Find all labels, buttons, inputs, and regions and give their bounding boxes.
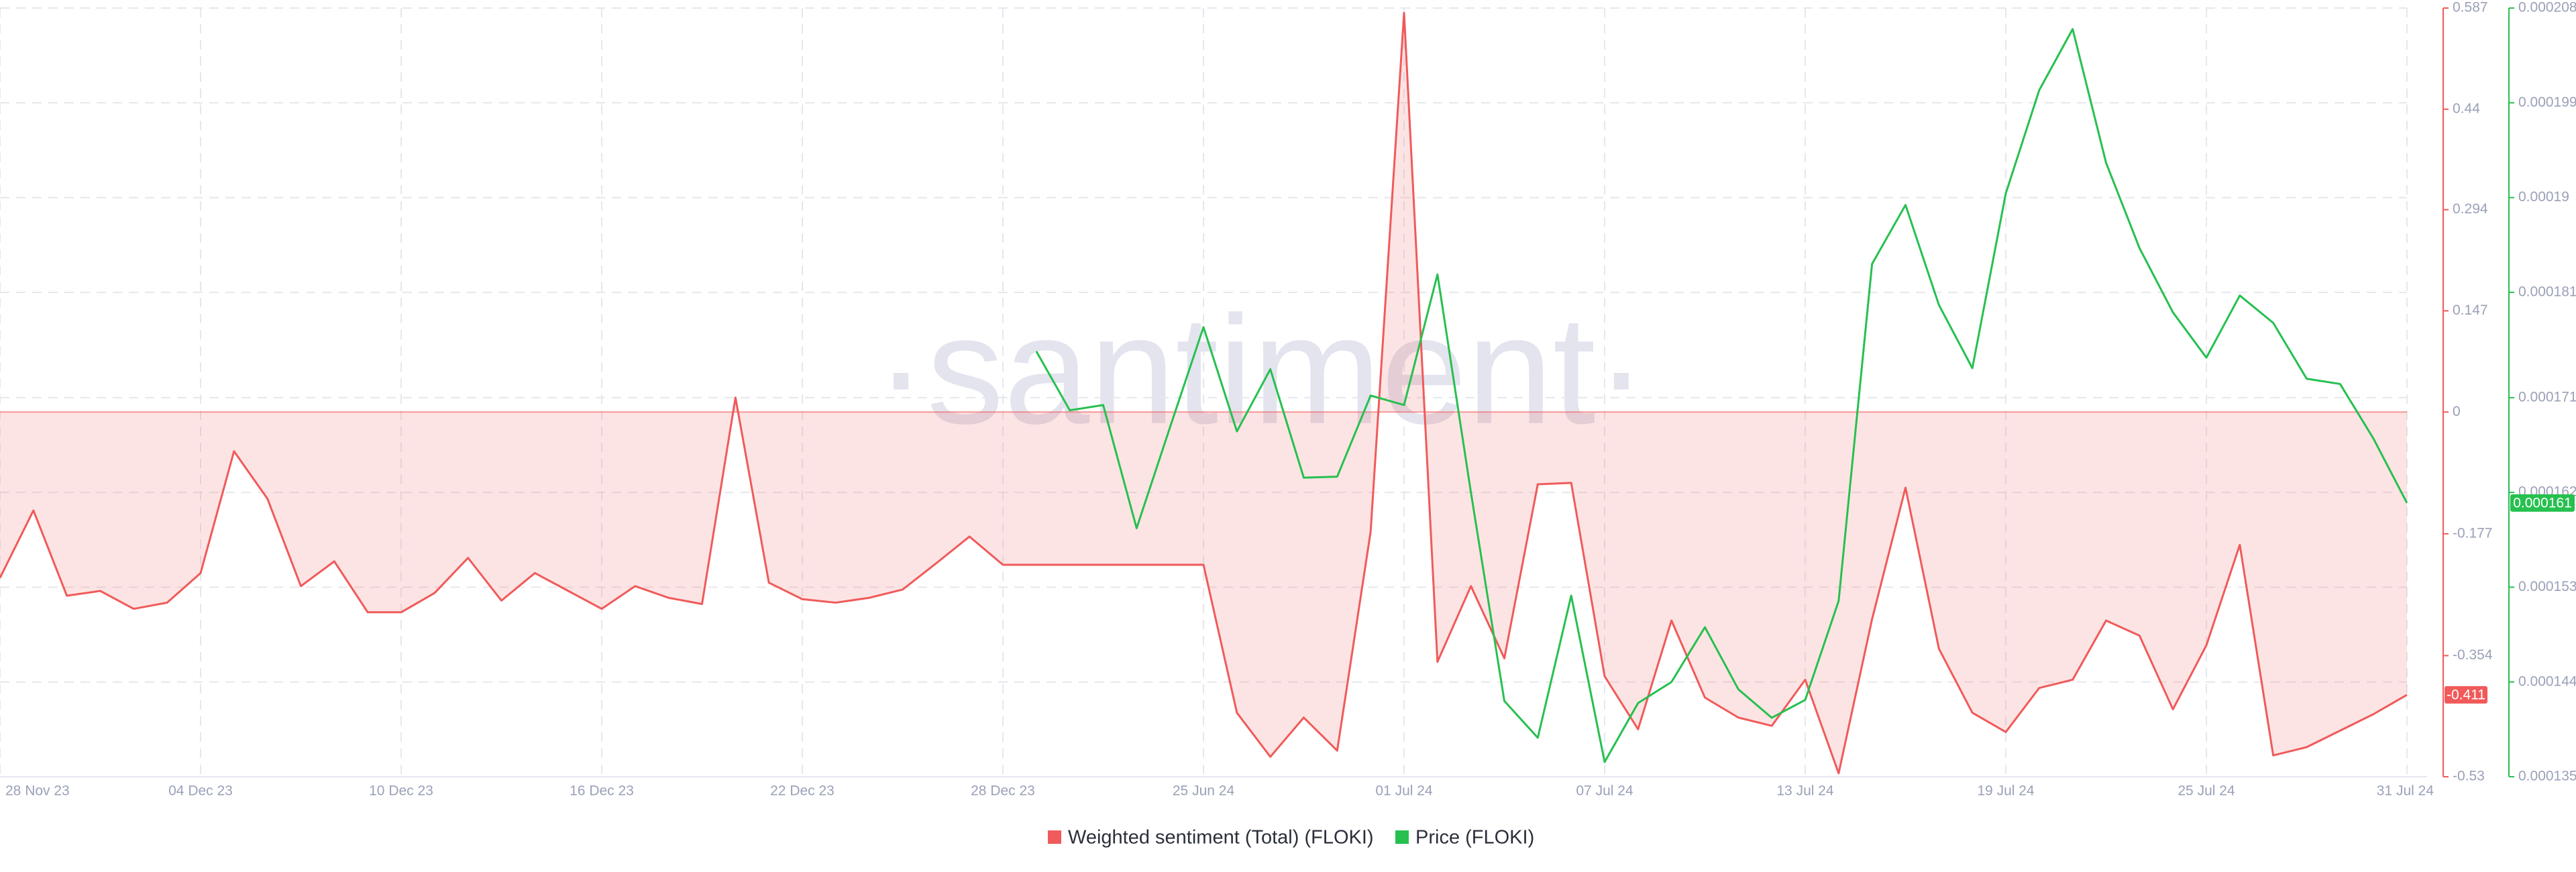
y2-tick-label: 0.000181 <box>2518 284 2576 299</box>
area <box>0 13 2407 773</box>
y2-tick-label: 0.000135 <box>2518 769 2576 784</box>
line <box>0 11 2408 775</box>
x-tick-label: 25 Jul 24 <box>2178 783 2235 799</box>
y2-tick-label: 0.000144 <box>2518 673 2576 689</box>
legend-label: Price (FLOKI) <box>1415 827 1534 849</box>
legend: Weighted sentiment (Total) (FLOKI) Price … <box>1048 827 1534 849</box>
x-tick-label: 10 Dec 23 <box>369 783 433 799</box>
y-tick-label: 0.44 <box>2453 101 2480 116</box>
legend-swatch <box>1048 830 1061 844</box>
y-tick-label: -0.53 <box>2453 769 2485 784</box>
x-tick-label: 25 Jun 24 <box>1173 783 1235 799</box>
y-tick-label: 0.587 <box>2453 0 2488 15</box>
y2-tick-label: 0.00019 <box>2518 189 2569 205</box>
legend-label: Weighted sentiment (Total) (FLOKI) <box>1068 827 1374 849</box>
legend-item[interactable]: Weighted sentiment (Total) (FLOKI) <box>1048 827 1374 849</box>
watermark: ·santiment· <box>875 284 1647 456</box>
x-tick-label: 22 Dec 23 <box>770 783 835 799</box>
y2-tick-label: 0.000153 <box>2518 579 2576 594</box>
y-tick-label: 0.294 <box>2453 201 2488 217</box>
y2-tick-label: 0.000171 <box>2518 389 2576 404</box>
legend-item[interactable]: Price (FLOKI) <box>1395 827 1534 849</box>
x-tick-label: 28 Nov 23 <box>5 783 70 799</box>
x-tick-label: 31 Jul 24 <box>2377 783 2434 799</box>
y2-tick-label: 0.000208 <box>2518 0 2576 15</box>
x-tick-label: 07 Jul 24 <box>1576 783 1633 799</box>
y-tick-label: -0.177 <box>2453 525 2493 541</box>
x-tick-label: 01 Jul 24 <box>1375 783 1433 799</box>
x-tick-label: 28 Dec 23 <box>971 783 1035 799</box>
value-badge <box>2445 686 2487 704</box>
line <box>1035 28 2408 763</box>
x-tick-label: 19 Jul 24 <box>1977 783 2035 799</box>
x-tick-label: 16 Dec 23 <box>570 783 634 799</box>
value-label: -0.411 <box>2447 687 2485 702</box>
y-tick-label: -0.354 <box>2453 647 2493 663</box>
x-tick-label: 04 Dec 23 <box>168 783 233 799</box>
legend-swatch <box>1395 830 1409 844</box>
y2-tick-label: 0.000199 <box>2518 95 2576 110</box>
y-tick-label: 0.147 <box>2453 303 2488 318</box>
x-tick-label: 13 Jul 24 <box>1776 783 1834 799</box>
value-label: 0.000161 <box>2513 495 2572 510</box>
y-tick-label: 0 <box>2453 404 2461 419</box>
value-badge <box>2510 494 2575 512</box>
